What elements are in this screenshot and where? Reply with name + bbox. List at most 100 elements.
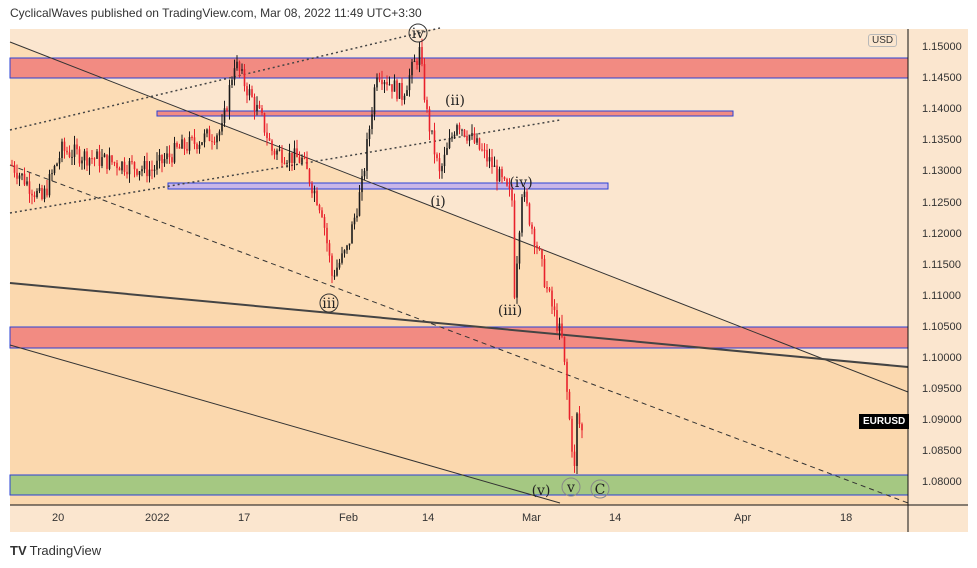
candle-body	[501, 169, 503, 178]
candle-body	[208, 129, 211, 141]
price-tick: 1.10500	[922, 320, 962, 333]
candle-body	[83, 151, 86, 161]
dotted-upper-trendline	[9, 27, 441, 131]
publish-header: CyclicalWaves published on TradingView.c…	[10, 6, 422, 20]
candle-body	[528, 203, 531, 225]
candle-body	[151, 169, 153, 171]
candle-body	[211, 140, 213, 142]
candle-body	[368, 129, 371, 140]
candle-body	[161, 154, 163, 164]
candle-body	[41, 187, 43, 200]
candle-body	[296, 148, 298, 158]
candle-body	[71, 156, 73, 158]
candle-body	[523, 191, 526, 198]
candle-body	[251, 89, 253, 97]
candle-body	[503, 177, 506, 180]
candle-body	[283, 162, 286, 164]
candle-body	[351, 224, 353, 244]
candle-body	[43, 188, 46, 200]
channel-lower-line	[9, 344, 561, 504]
candle-body	[473, 133, 476, 143]
candle-body	[56, 163, 58, 166]
candle-body	[538, 247, 541, 250]
candle-body	[378, 77, 381, 81]
candle-body	[403, 95, 406, 100]
candle-body	[101, 157, 103, 166]
candle-body	[96, 151, 98, 159]
candle-body	[333, 275, 336, 277]
candle-body	[196, 143, 198, 150]
tradingview-logo[interactable]: TV TradingView	[10, 543, 101, 558]
price-tick: 1.14000	[922, 103, 962, 116]
candle-body	[508, 185, 511, 190]
candle-body	[571, 418, 573, 452]
candle-body	[548, 288, 551, 291]
candle-body	[281, 149, 283, 163]
candle-body	[291, 152, 293, 163]
candle-body	[268, 138, 271, 141]
candle-body	[396, 80, 398, 99]
candle-body	[28, 181, 31, 194]
candle-body	[173, 142, 176, 163]
candle-body	[201, 142, 203, 145]
wave-label: (ii)	[445, 93, 465, 109]
candle-body	[31, 193, 33, 196]
candle-body	[178, 146, 181, 149]
price-tick: 1.11000	[922, 289, 961, 302]
candle-body	[498, 169, 501, 182]
candle-body	[286, 162, 288, 164]
candle-body	[448, 138, 451, 149]
candle-body	[301, 157, 303, 163]
candle-body	[556, 310, 558, 331]
candle-body	[578, 413, 581, 425]
candle-body	[273, 150, 276, 155]
channel-upper-line	[9, 41, 909, 393]
candle-body	[271, 140, 273, 151]
wave-label: (iii)	[498, 303, 522, 319]
wave-circle	[408, 23, 428, 43]
candle-body	[383, 82, 386, 85]
candle-body	[16, 172, 18, 179]
price-tick: 1.12000	[922, 227, 962, 240]
tv-logo-icon: TV	[10, 543, 27, 558]
candle-body	[163, 159, 166, 164]
candle-body	[328, 243, 331, 256]
candle-body	[348, 243, 351, 246]
candle-body	[206, 129, 208, 134]
candle-body	[188, 137, 191, 151]
resistance-zone-105	[9, 326, 909, 349]
channel-mid-line	[9, 164, 909, 504]
candle-body	[88, 158, 91, 166]
candle-body	[73, 144, 76, 157]
candle-body	[433, 130, 436, 155]
candle-body	[511, 189, 513, 201]
candle-body	[136, 169, 138, 175]
candle-body	[226, 108, 228, 111]
candle-body	[398, 83, 401, 99]
candle-body	[153, 169, 156, 171]
long-trendline	[9, 282, 909, 368]
price-tick: 1.10000	[922, 352, 962, 364]
candle-body	[478, 138, 481, 150]
candle-body	[33, 195, 36, 198]
candle-body	[451, 136, 453, 139]
candle-body	[318, 205, 321, 211]
candle-body	[566, 361, 568, 392]
candle-body	[13, 165, 16, 173]
currency-badge[interactable]: USD	[868, 34, 898, 47]
candle-body	[146, 160, 148, 177]
candle-body	[371, 114, 373, 130]
candle-body	[93, 158, 96, 160]
candle-body	[331, 255, 333, 276]
candle-body	[311, 183, 313, 194]
candle-body	[106, 154, 108, 169]
candle-body	[276, 150, 278, 155]
candle-body	[316, 190, 318, 206]
candle-body	[551, 290, 553, 307]
candle-body	[486, 150, 488, 162]
candle-body	[526, 191, 528, 204]
candle-body	[298, 157, 301, 163]
candle-body	[68, 152, 71, 157]
price-tick: 1.08500	[922, 445, 962, 458]
